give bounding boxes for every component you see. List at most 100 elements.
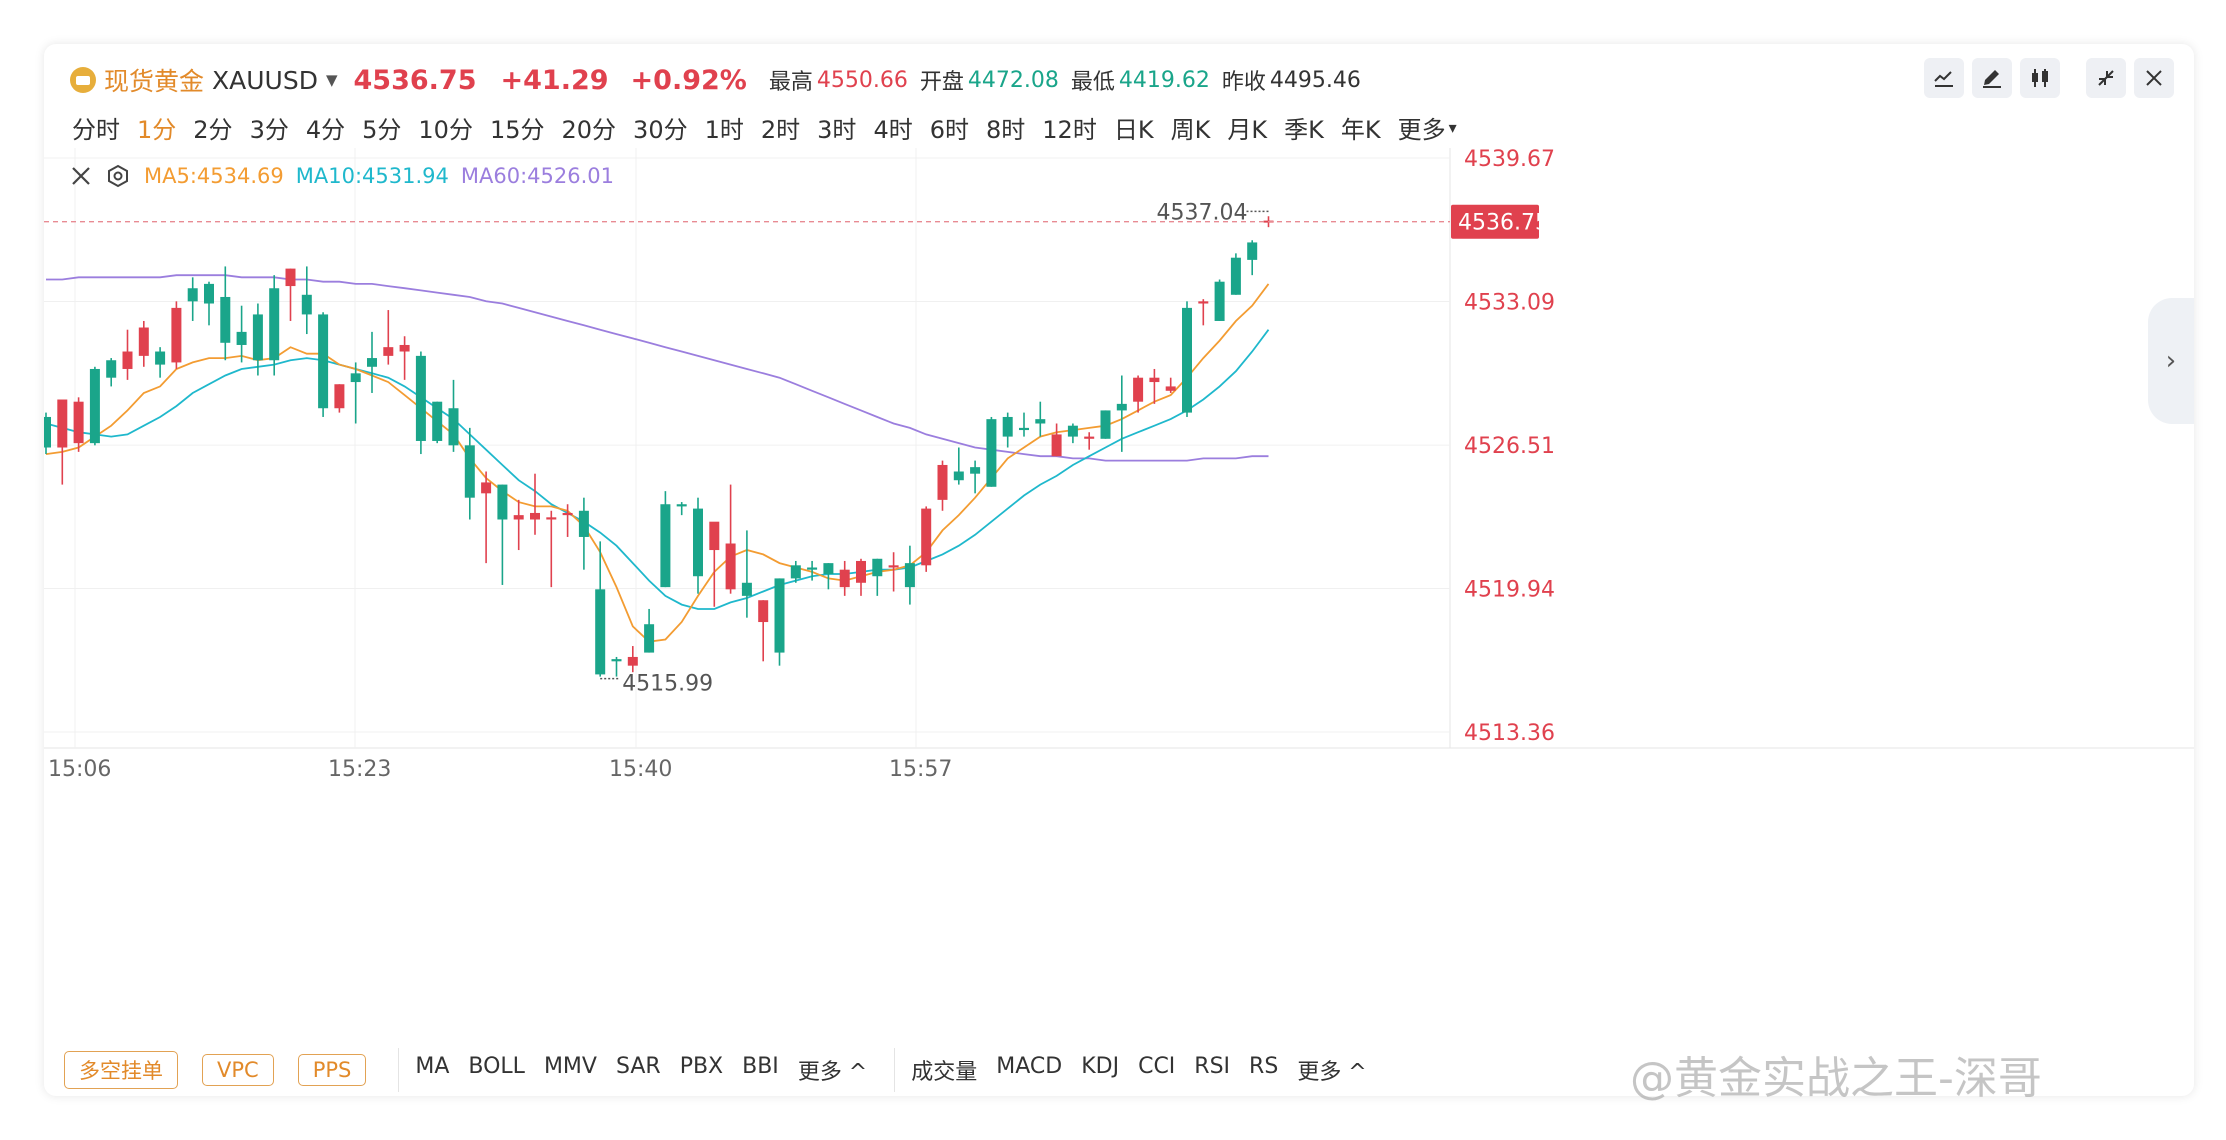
symbol-code[interactable]: XAUUSD: [212, 65, 318, 95]
close-icon[interactable]: [70, 165, 92, 187]
expand-panel-button[interactable]: ›: [2148, 298, 2194, 424]
candlestick-button[interactable]: [2020, 58, 2060, 98]
candle: [856, 558, 866, 596]
candle: [758, 600, 769, 662]
candle: [464, 427, 475, 520]
main-indicator-item[interactable]: BBI: [742, 1054, 779, 1079]
period-tab[interactable]: 5分: [362, 115, 402, 144]
chevron-down-icon[interactable]: ▾: [1448, 117, 1457, 137]
period-tab[interactable]: 12时: [1042, 115, 1097, 144]
period-tab[interactable]: 更多: [1397, 115, 1446, 144]
main-indicator-item[interactable]: PBX: [679, 1054, 724, 1079]
sub-indicator-item[interactable]: RS: [1249, 1054, 1279, 1079]
candle: [970, 460, 981, 494]
chevron-right-icon: ›: [2165, 346, 2177, 376]
candle-body: [1035, 419, 1046, 424]
candle: [301, 266, 312, 335]
line-chart-button[interactable]: [1924, 58, 1964, 98]
vpc-button[interactable]: VPC: [202, 1054, 274, 1086]
candle: [1230, 253, 1241, 295]
ma10-line: [45, 329, 1270, 610]
candle: [921, 506, 932, 572]
min-label: 4515.99: [622, 672, 713, 697]
period-tab[interactable]: 30分: [633, 115, 688, 144]
candle-body: [383, 347, 394, 356]
candle: [1182, 301, 1192, 417]
candle: [252, 303, 263, 376]
candle: [1198, 299, 1209, 326]
candle-body: [530, 512, 540, 520]
main-indicator-item[interactable]: BOLL: [468, 1054, 525, 1079]
period-tab[interactable]: 20分: [561, 115, 617, 144]
period-tab[interactable]: 10分: [418, 115, 473, 144]
candle: [187, 277, 198, 321]
draw-button[interactable]: [1972, 58, 2012, 98]
sub-indicator-item[interactable]: MACD: [996, 1054, 1063, 1079]
collapse-button[interactable]: [2086, 58, 2126, 98]
candle: [513, 499, 524, 551]
candle-body: [367, 358, 377, 367]
candle-body: [1084, 436, 1095, 439]
period-tab[interactable]: 月K: [1227, 115, 1268, 144]
period-tab[interactable]: 3分: [249, 115, 289, 144]
indicator-legend: MA5:4534.69 MA10:4531.94 MA60:4526.01: [70, 156, 614, 196]
pps-button[interactable]: PPS: [297, 1054, 367, 1086]
candle: [236, 305, 247, 363]
sub-indicator-item[interactable]: 更多 ^: [1297, 1060, 1367, 1085]
candle-body: [644, 624, 655, 653]
candlestick-chart[interactable]: 4539.67 4533.09 4526.51 4519.94 4513.36 15:06…: [44, 148, 2194, 1048]
gold-coin-icon: [70, 67, 96, 93]
period-tab[interactable]: 4分: [305, 115, 346, 144]
candle-body: [252, 314, 263, 361]
period-tab[interactable]: 4时: [873, 115, 913, 144]
candle: [481, 471, 492, 564]
period-tab[interactable]: 15分: [489, 115, 545, 144]
period-tab[interactable]: 2时: [760, 115, 801, 144]
main-indicator-item[interactable]: MMV: [543, 1054, 597, 1079]
symbol-name[interactable]: 现货黄金: [104, 67, 205, 96]
candle: [171, 301, 182, 369]
period-tab[interactable]: 季K: [1284, 115, 1324, 144]
main-indicator-item[interactable]: SAR: [615, 1054, 661, 1079]
candle: [220, 266, 231, 361]
candle-body: [171, 307, 182, 363]
candle: [530, 473, 540, 535]
period-tab[interactable]: 分时: [72, 115, 120, 144]
period-tab[interactable]: 日K: [1113, 115, 1154, 144]
period-tab[interactable]: 1分: [137, 115, 177, 144]
period-tab[interactable]: 1时: [704, 115, 744, 144]
period-tab[interactable]: 6时: [929, 115, 969, 144]
candle-body: [758, 600, 769, 623]
candle: [1084, 432, 1095, 450]
candle-body: [676, 504, 687, 507]
candle-body: [432, 401, 443, 441]
period-tab[interactable]: 8时: [986, 115, 1026, 144]
sub-indicator-item[interactable]: RSI: [1194, 1054, 1231, 1079]
sub-indicator-item[interactable]: KDJ: [1081, 1054, 1120, 1079]
x-tick-label: 15:06: [48, 757, 111, 782]
main-indicator-item[interactable]: 更多 ^: [797, 1060, 868, 1085]
candle-body: [1051, 434, 1062, 457]
candle: [1247, 240, 1258, 276]
watermark: @黄金实战之王-深哥: [1630, 1053, 2042, 1104]
period-tab[interactable]: 2分: [193, 115, 233, 144]
candle-body: [546, 517, 557, 520]
settings-icon[interactable]: [106, 164, 130, 188]
close-button[interactable]: [2134, 58, 2174, 98]
candle-body: [1116, 403, 1127, 411]
period-tab[interactable]: 周K: [1170, 115, 1211, 144]
candle: [89, 366, 100, 446]
sub-indicator-item[interactable]: 成交量: [911, 1060, 978, 1085]
candle-body: [448, 408, 459, 446]
symbol-dropdown-icon[interactable]: ▼: [325, 71, 338, 89]
candle: [807, 560, 818, 581]
candle: [986, 416, 997, 487]
order-book-button[interactable]: 多空挂单: [64, 1051, 178, 1089]
sub-indicator-item[interactable]: CCI: [1138, 1054, 1176, 1079]
last-price-tag-label: 4536.75: [1458, 211, 1549, 236]
main-indicator-item[interactable]: MA: [415, 1054, 450, 1079]
period-tab[interactable]: 3时: [817, 115, 857, 144]
candle-body: [44, 416, 51, 448]
candle-body: [497, 484, 508, 520]
period-tab[interactable]: 年K: [1340, 115, 1381, 144]
